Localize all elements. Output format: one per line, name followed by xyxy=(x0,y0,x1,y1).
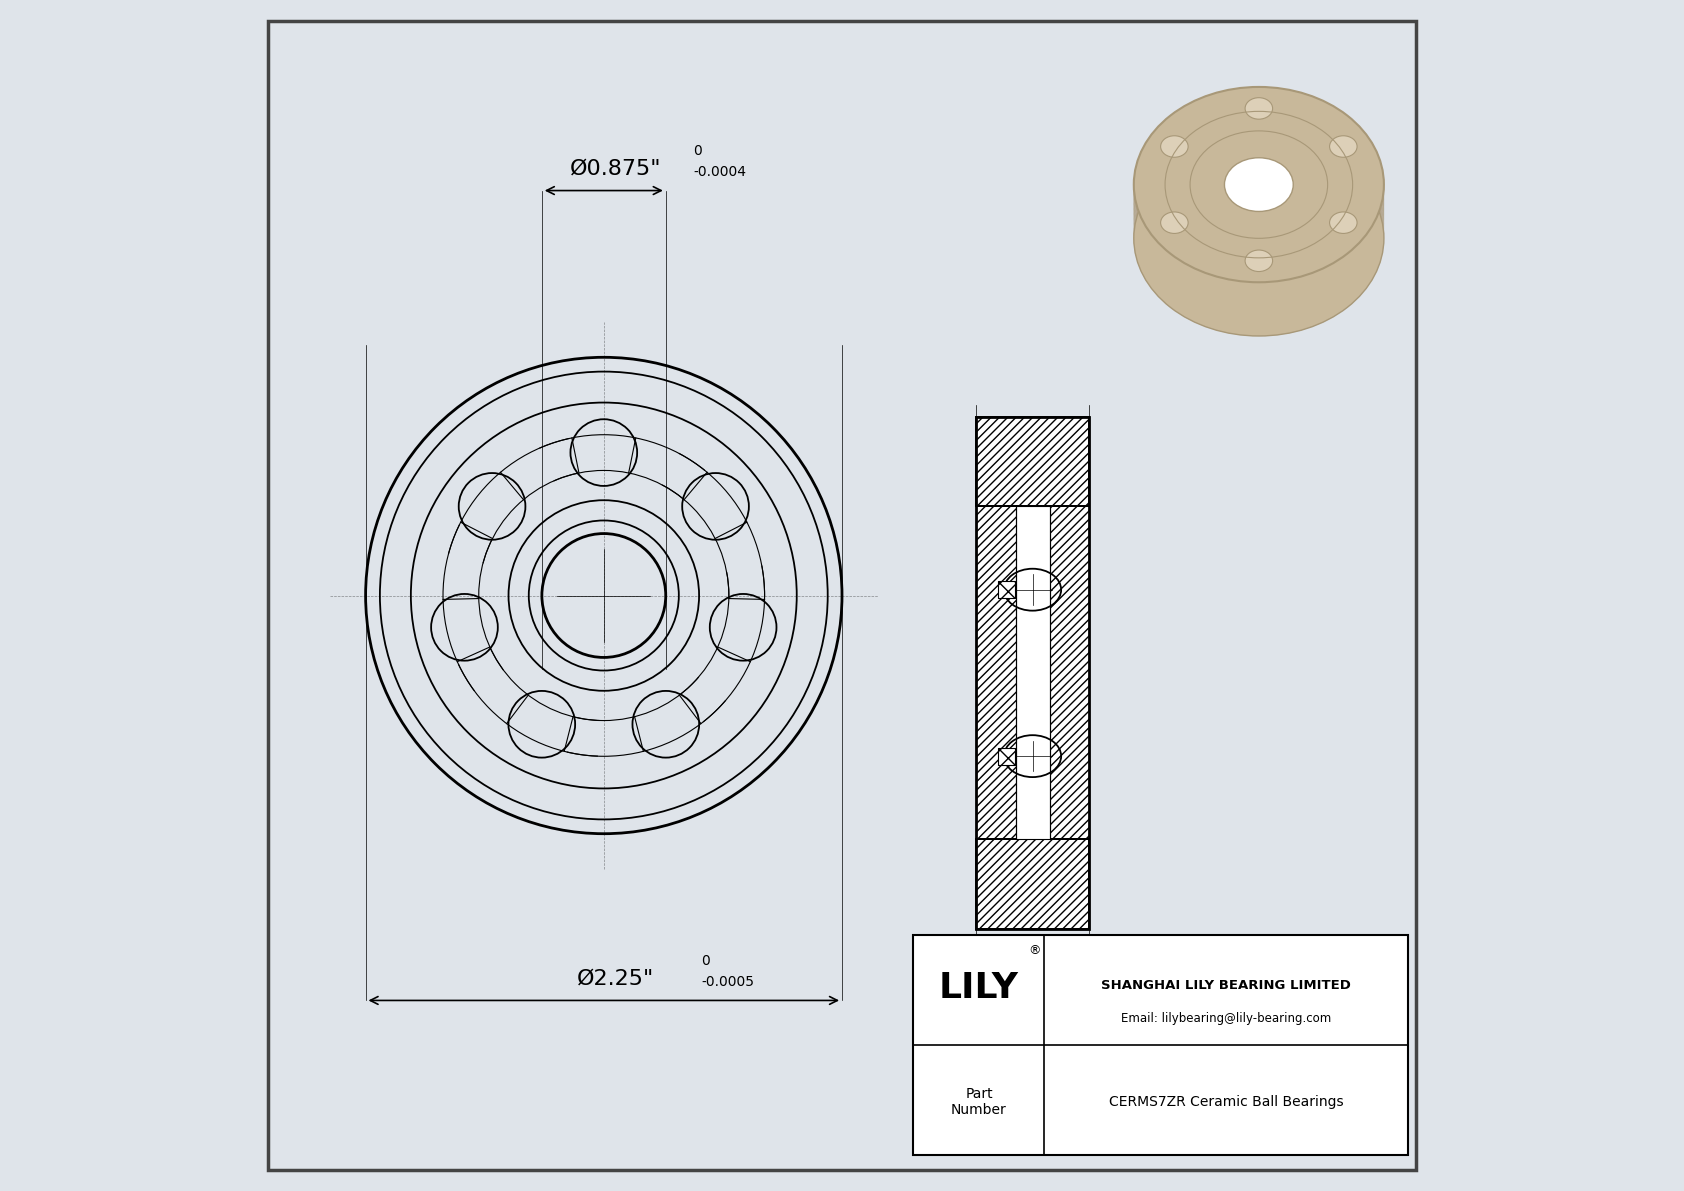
Ellipse shape xyxy=(1224,157,1293,212)
Bar xyxy=(977,417,1090,929)
Ellipse shape xyxy=(1160,212,1189,233)
Bar xyxy=(913,935,1408,1155)
Bar xyxy=(977,840,1090,929)
Text: -0.005: -0.005 xyxy=(1101,974,1145,989)
Ellipse shape xyxy=(1133,87,1384,282)
Bar xyxy=(999,748,1015,765)
Ellipse shape xyxy=(1244,98,1273,119)
Ellipse shape xyxy=(1133,121,1384,317)
Text: 0: 0 xyxy=(694,144,702,158)
Ellipse shape xyxy=(1330,136,1357,157)
Ellipse shape xyxy=(1133,131,1384,326)
Ellipse shape xyxy=(1133,96,1384,292)
Ellipse shape xyxy=(1133,136,1384,331)
Ellipse shape xyxy=(1133,112,1384,307)
Text: CERMS7ZR Ceramic Ball Bearings: CERMS7ZR Ceramic Ball Bearings xyxy=(1108,1096,1344,1109)
Ellipse shape xyxy=(1133,106,1384,301)
Ellipse shape xyxy=(1133,101,1384,297)
Ellipse shape xyxy=(1133,126,1384,322)
Bar xyxy=(977,417,1090,506)
Ellipse shape xyxy=(1224,212,1293,266)
Bar xyxy=(999,581,1015,598)
Ellipse shape xyxy=(1244,250,1273,272)
Text: -0.0004: -0.0004 xyxy=(694,164,746,179)
Text: LILY: LILY xyxy=(940,971,1019,1005)
Bar xyxy=(1015,506,1049,840)
Ellipse shape xyxy=(1160,136,1189,157)
Text: Ø0.875": Ø0.875" xyxy=(569,158,662,179)
Text: 0.6875": 0.6875" xyxy=(989,968,1076,989)
Text: Email: lilybearing@lily-bearing.com: Email: lilybearing@lily-bearing.com xyxy=(1122,1012,1332,1025)
Text: Ø2.25": Ø2.25" xyxy=(578,968,655,989)
Bar xyxy=(1049,506,1090,840)
Bar xyxy=(977,840,1090,929)
Bar xyxy=(977,417,1090,506)
Text: Part
Number: Part Number xyxy=(951,1087,1007,1117)
Text: SHANGHAI LILY BEARING LIMITED: SHANGHAI LILY BEARING LIMITED xyxy=(1101,979,1351,992)
Text: ®: ® xyxy=(1029,943,1041,956)
Ellipse shape xyxy=(1133,141,1384,336)
Bar xyxy=(999,581,1015,598)
Text: -0.0005: -0.0005 xyxy=(702,974,754,989)
Ellipse shape xyxy=(1133,141,1384,336)
Bar xyxy=(977,506,1015,840)
Bar xyxy=(977,417,1090,929)
Bar xyxy=(999,748,1015,765)
Ellipse shape xyxy=(1133,87,1384,282)
Ellipse shape xyxy=(1330,212,1357,233)
Text: 0: 0 xyxy=(1101,954,1110,968)
Text: 0: 0 xyxy=(702,954,711,968)
Ellipse shape xyxy=(1133,117,1384,312)
Ellipse shape xyxy=(1133,92,1384,287)
